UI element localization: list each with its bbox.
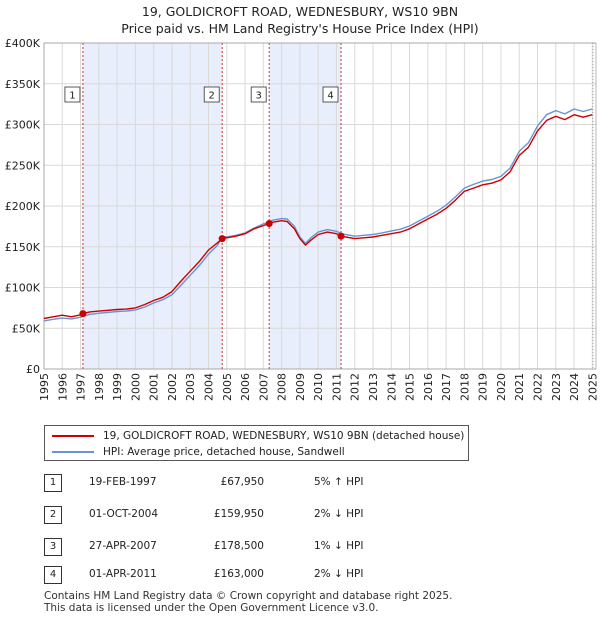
sale-date: 27-APR-2007 [89,540,157,552]
sale-number-badge: 3 [44,538,62,556]
legend-label-hpi: HPI: Average price, detached house, Sand… [103,446,345,458]
y-tick-label: £250K [5,159,41,172]
sale-price: £163,000 [174,568,264,580]
x-tick-label: 1997 [75,373,88,401]
x-tick-label: 2011 [330,373,343,401]
x-tick-label: 2014 [385,373,398,401]
sale-date: 01-APR-2011 [89,568,157,580]
sale-hpi-change: 2% ↓ HPI [314,568,363,580]
y-tick-label: £350K [5,78,41,91]
x-tick-label: 2018 [458,373,471,401]
sale-number-badge: 4 [44,566,62,584]
footer-line2: This data is licensed under the Open Gov… [44,602,452,614]
sale-hpi-change: 5% ↑ HPI [314,476,363,488]
sale-row: 3 27-APR-2007 £178,500 1% ↓ HPI [44,538,444,558]
footer-attribution: Contains HM Land Registry data © Crown c… [44,590,452,614]
sale-marker-label: 4 [327,91,333,102]
x-tick-label: 1999 [111,373,124,401]
footer-line1: Contains HM Land Registry data © Crown c… [44,590,452,602]
sale-hpi-change: 1% ↓ HPI [314,540,363,552]
sale-date: 19-FEB-1997 [89,476,157,488]
x-tick-label: 2010 [312,373,325,401]
y-tick-label: £100K [5,282,41,295]
x-tick-label: 2009 [294,373,307,401]
sale-marker-label: 1 [69,91,75,102]
x-tick-label: 2013 [367,373,380,401]
x-tick-label: 2008 [276,373,289,401]
legend-item-price: 19, GOLDICROFT ROAD, WEDNESBURY, WS10 9B… [45,428,464,444]
x-tick-label: 2000 [129,373,142,401]
sale-point [219,235,226,242]
x-tick-label: 2024 [568,373,581,401]
x-tick-label: 1998 [93,373,106,401]
x-tick-label: 2020 [495,373,508,401]
y-tick-label: £150K [5,241,41,254]
sale-row: 1 19-FEB-1997 £67,950 5% ↑ HPI [44,474,444,494]
x-tick-label: 2025 [586,373,599,401]
x-tick-label: 2023 [550,373,563,401]
legend-item-hpi: HPI: Average price, detached house, Sand… [45,444,345,460]
sale-marker-label: 2 [209,91,215,102]
sale-row: 4 01-APR-2011 £163,000 2% ↓ HPI [44,566,444,586]
legend-label-price: 19, GOLDICROFT ROAD, WEDNESBURY, WS10 9B… [103,430,464,442]
sale-point [79,310,86,317]
sale-number-badge: 1 [44,474,62,492]
x-tick-label: 2003 [184,373,197,401]
x-tick-label: 2019 [477,373,490,401]
x-tick-label: 2002 [166,373,179,401]
legend-swatch-price [52,435,94,437]
sale-number-badge: 2 [44,506,62,524]
sale-point [338,233,345,240]
x-tick-label: 2012 [349,373,362,401]
x-tick-label: 2001 [148,373,161,401]
x-tick-label: 2005 [221,373,234,401]
price-chart: £0£50K£100K£150K£200K£250K£300K£350K£400… [0,0,600,420]
x-tick-label: 2021 [513,373,526,401]
x-tick-label: 2006 [239,373,252,401]
y-tick-label: £200K [5,200,41,213]
sale-marker-label: 3 [255,91,261,102]
chart-legend: 19, GOLDICROFT ROAD, WEDNESBURY, WS10 9B… [44,425,469,461]
sale-point [266,220,273,227]
x-tick-label: 2015 [404,373,417,401]
x-tick-label: 1995 [38,373,51,401]
x-tick-label: 2017 [440,373,453,401]
sale-price: £67,950 [174,476,264,488]
x-tick-label: 2007 [257,373,270,401]
sale-date: 01-OCT-2004 [89,508,158,520]
x-tick-label: 2016 [422,373,435,401]
x-tick-label: 2022 [532,373,545,401]
y-tick-label: £50K [12,322,41,335]
x-tick-label: 2004 [203,373,216,401]
legend-swatch-hpi [52,451,94,453]
sale-hpi-change: 2% ↓ HPI [314,508,363,520]
y-tick-label: £300K [5,119,41,132]
sale-price: £159,950 [174,508,264,520]
sale-row: 2 01-OCT-2004 £159,950 2% ↓ HPI [44,506,444,526]
sale-price: £178,500 [174,540,264,552]
x-tick-label: 1996 [56,373,69,401]
y-tick-label: £400K [5,37,41,50]
